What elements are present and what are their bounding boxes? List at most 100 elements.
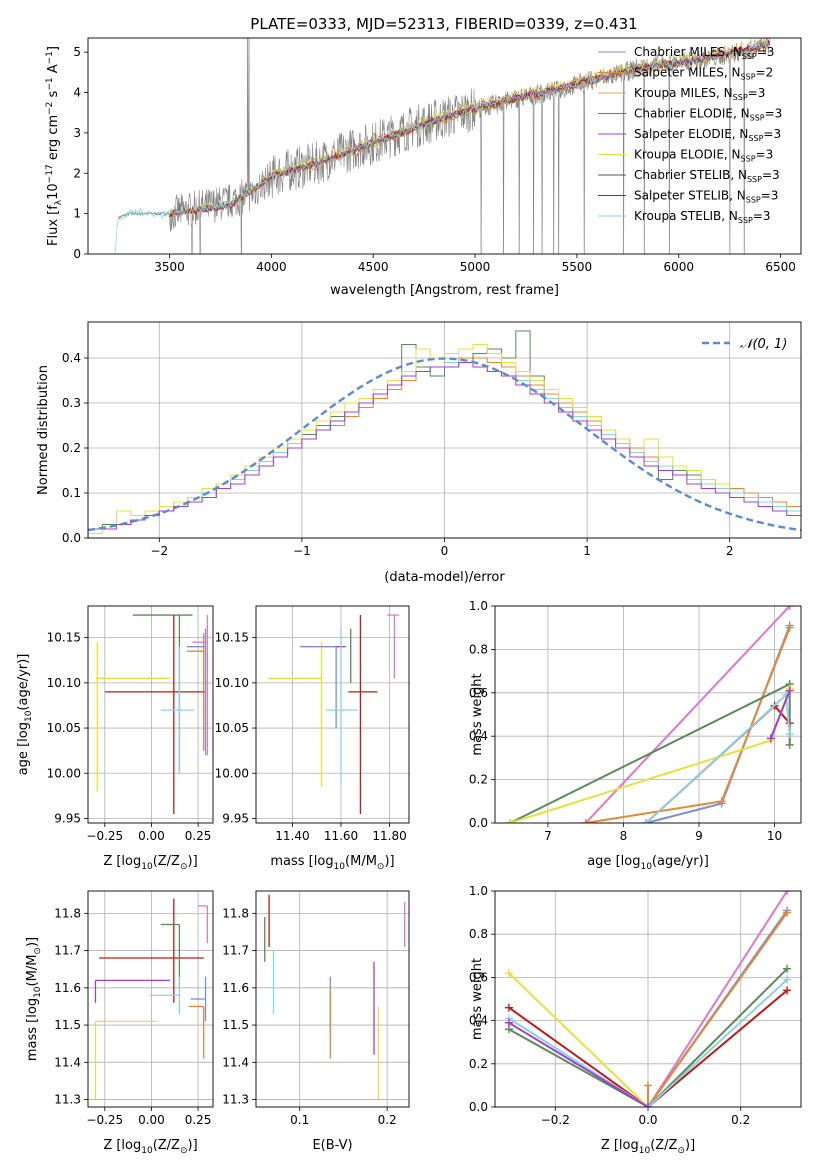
legend-value: =3 [765, 107, 783, 121]
age-vs-mass-panel: 11.40 11.60 11.80 9.95 10.00 10.05 10.10 10.15 m… [215, 605, 410, 872]
legend-sub: SSP [742, 52, 757, 61]
y-tick-label: 11.3 [54, 1093, 81, 1107]
weight-marker [644, 1081, 652, 1090]
legend-entry: Chabrier MILES, NSSP=3 [634, 45, 774, 61]
y-axis-label-part: −17 [45, 164, 55, 183]
x-axis-label: Z [log10(Z/Z⊙)] [601, 1138, 695, 1156]
legend-sub: SSP [741, 73, 756, 82]
x-tick-label: 11.40 [275, 829, 309, 843]
errorbar-point [190, 976, 207, 1022]
y-axis-label-part: )] [25, 937, 40, 947]
weight-marker [785, 623, 794, 632]
y-tick-label: 10.15 [47, 631, 81, 645]
legend-entry: Kroupa ELODIE, NSSP=3 [634, 148, 773, 164]
axes-frame [255, 890, 410, 1108]
x-axis-label: Z [log10(Z/Z⊙)] [103, 854, 197, 872]
axes-frame [87, 605, 214, 824]
x-axis-label-part: mass [log [270, 854, 333, 869]
y-tick-label: 11.4 [54, 1055, 81, 1069]
axes-frame [87, 37, 802, 255]
legend-entry: Kroupa STELIB, NSSP=3 [634, 209, 771, 225]
x-axis-label-part: )] [188, 1138, 198, 1153]
legend-value: =3 [761, 189, 779, 203]
residual-histogram-panel: −2 −1 0 1 2 0.0 0.1 0.2 0.3 0.4 (data-model)/error… [36, 321, 802, 585]
weight-marker [717, 797, 726, 806]
y-axis-label-part: (age/yr)] [16, 654, 31, 711]
weight-line [508, 1021, 649, 1107]
y-tick-label: 0.1 [62, 486, 81, 500]
y-tick-label: 5 [73, 45, 81, 59]
y-tick-label: 9.95 [222, 811, 249, 825]
x-axis-label-part: (Z/Z [650, 1138, 677, 1153]
errorbar-plot-area [268, 614, 400, 814]
errorbar-point [132, 614, 193, 774]
legend-name: Salpeter ELODIE, N [634, 127, 748, 141]
y-tick-label: 2 [73, 166, 81, 180]
errorbar-point [268, 642, 323, 787]
legend-name: Kroupa MILES, N [634, 86, 733, 100]
y-tick-label: 11.6 [222, 981, 249, 995]
y-axis-label-part: 10 [24, 710, 34, 722]
x-tick-label: 11.80 [372, 829, 406, 843]
errorbar-point [99, 898, 204, 1003]
y-axis-label-part: age [log [16, 722, 31, 775]
weight-marker [504, 969, 513, 978]
weight-marker [581, 819, 590, 823]
weight-marker [783, 891, 792, 895]
legend-name: Chabrier ELODIE, N [634, 107, 750, 121]
errorbar-point [94, 979, 171, 1003]
legend-value: =3 [763, 127, 781, 141]
mass-vs-Z-panel: −0.25 0.00 0.25 11.3 11.4 11.5 11.6 11.7 11.8 Z [… [25, 890, 214, 1156]
weight-marker [766, 734, 775, 743]
errorbar-point [348, 615, 378, 814]
x-tick-label: 0 [441, 544, 449, 558]
y-axis-label-part: erg cm [46, 115, 61, 164]
y-axis-label-part: A [46, 64, 61, 77]
y-axis-label-part: f [46, 205, 61, 210]
weight-line [508, 978, 788, 1107]
y-tick-label: 0.2 [62, 441, 81, 455]
y-axis-label: mass weight [470, 958, 485, 1040]
y-axis-label: Normed distribution [36, 365, 51, 495]
y-tick-label: 0.4 [469, 729, 488, 743]
x-axis-label-part: (age/yr)] [652, 854, 709, 869]
x-tick-label: 6000 [663, 260, 694, 274]
x-axis-label-part: )] [685, 1138, 695, 1153]
legend-value: =3 [757, 45, 775, 59]
y-axis-label-part: −1 [45, 77, 55, 90]
errorbar-plot-area [264, 894, 406, 1100]
y-axis-label: mass weight [470, 673, 485, 755]
legend-entry: Salpeter ELODIE, NSSP=3 [634, 127, 781, 143]
y-tick-label: 10.00 [215, 766, 249, 780]
x-axis-label-part: ⊙ [180, 862, 188, 872]
y-axis-label-part: ] [46, 46, 61, 51]
legend-sub: SSP [746, 196, 761, 205]
x-axis-label-part: Z [log [601, 1138, 639, 1153]
y-tick-label: 0.0 [469, 1100, 488, 1114]
y-axis-label: age [log10(age/yr)] [16, 654, 34, 776]
y-tick-label: 11.7 [222, 944, 249, 958]
x-axis-label: wavelength [Angstrom, rest frame] [330, 283, 559, 298]
weight-marker [504, 1018, 513, 1027]
y-axis-label-part: 10 [33, 986, 43, 998]
weight-line [509, 682, 791, 823]
legend-name: Salpeter STELIB, N [634, 189, 746, 203]
legend-value: =3 [748, 86, 766, 100]
figure-title: PLATE=0333, MJD=52313, FIBERID=0339, z=0… [250, 15, 637, 33]
model-spectrum-line [114, 41, 770, 254]
y-tick-label: 0.8 [469, 927, 488, 941]
x-tick-label: 0.25 [185, 1113, 212, 1127]
y-tick-label: 9.95 [54, 811, 81, 825]
errorbar-point [160, 923, 181, 988]
weight-marker [783, 964, 792, 973]
x-tick-label: 10 [767, 829, 782, 843]
y-tick-label: 11.7 [54, 944, 81, 958]
weight-line [647, 891, 788, 1107]
x-tick-label: −1 [293, 544, 311, 558]
legend-sub: SSP [741, 155, 756, 164]
axes-frame [255, 605, 410, 824]
x-tick-label: 4500 [358, 260, 389, 274]
y-tick-label: 0.8 [469, 642, 488, 656]
x-tick-label: 2 [726, 544, 734, 558]
